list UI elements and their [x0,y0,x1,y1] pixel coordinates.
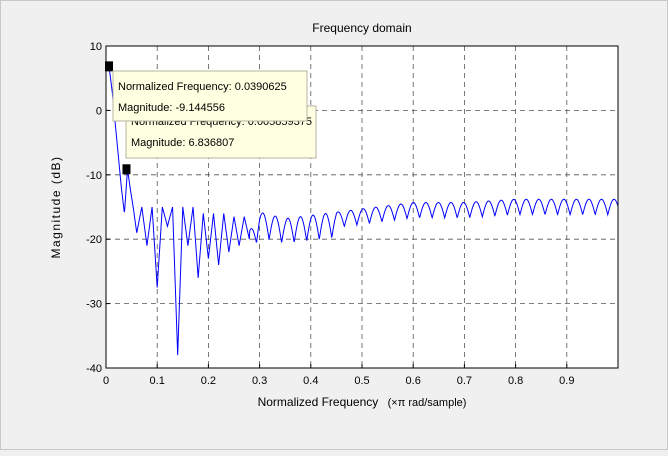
data-tip-marker[interactable] [122,164,131,175]
magnitude-response-line [106,65,618,356]
x-tick-label: 0.6 [406,375,421,387]
x-tick-label: 0.4 [303,375,318,387]
data-tip[interactable]: Normalized Frequency: 0.0390625 Magnitude… [112,70,308,175]
y-tick-label: -20 [86,234,102,246]
chart-title: Frequency domain [312,21,411,35]
y-tick-label: -10 [86,170,102,182]
x-tick-label: 0.9 [559,375,574,387]
x-axis-label: Normalized Frequency (×π rad/sample) [258,395,467,409]
data-tips: Normalized Frequency: 0.005859375Magnitu… [105,61,317,175]
y-tick-label: 10 [90,41,102,53]
x-tick-label: 0.5 [354,375,369,387]
axes-frame [105,45,619,369]
x-tick-label: 0.7 [457,375,472,387]
y-tick-label: -40 [86,363,102,375]
x-tick-label: 0.2 [201,375,216,387]
data-tip-box [112,70,308,122]
data-tip-marker[interactable] [105,61,113,72]
x-tick-label: 0.8 [508,375,523,387]
x-tick-label: 0.3 [252,375,267,387]
x-tick-label: 0 [103,375,109,387]
y-axis-label: Magnitude (dB) [49,155,63,258]
x-tick-labels: 0 0.1 0.2 0.3 0.4 0.5 0.6 0.7 0.8 0.9 [103,375,575,387]
y-tick-label: 0 [96,105,102,117]
data-tip-magnitude: Magnitude: 6.836807 [131,137,234,149]
x-axis-label-unit: (×π rad/sample) [388,397,467,409]
x-tick-label: 0.1 [150,375,165,387]
y-tick-labels: 10 0 -10 -20 -30 -40 [86,41,102,375]
x-axis-label-text: Normalized Frequency [258,395,379,409]
data-tip-frequency: Normalized Frequency: 0.0390625 [118,81,287,93]
y-tick-label: -30 [86,299,102,311]
data-tip-magnitude: Magnitude: -9.144556 [118,102,225,114]
